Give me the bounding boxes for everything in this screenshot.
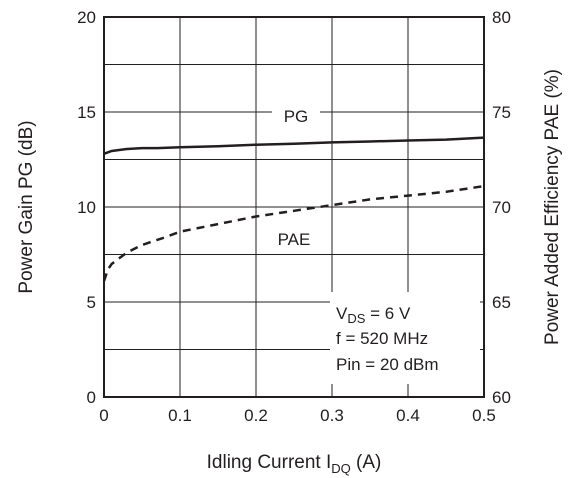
y-left-tick-label: 20 (77, 8, 96, 27)
y-right-tick-label: 80 (492, 8, 511, 27)
series-label-pg: PG (284, 107, 309, 126)
x-axis-title-sub: DQ (331, 461, 351, 476)
x-tick-label: 0.2 (244, 406, 268, 425)
x-tick-label: 0.3 (320, 406, 344, 425)
tick-labels: 0 0.1 0.2 0.3 0.4 0.5 0 5 10 15 20 60 65 70 75 80 (77, 8, 511, 425)
series-line-pg (103, 136, 485, 155)
y-axis-left-title: Power Gain PG (dB) (16, 120, 37, 293)
x-tick-label: 0.1 (168, 406, 192, 425)
y-right-tick-label: 60 (492, 388, 511, 407)
x-axis-title: Idling Current IDQ (A) (207, 452, 382, 476)
series-layer (102, 136, 485, 282)
condition-input-power: Pin = 20 dBm (336, 355, 439, 374)
condition-frequency: f = 520 MHz (336, 329, 428, 348)
plot-frame (103, 16, 485, 398)
condition-vds: VDS = 6 V (336, 304, 411, 326)
y-right-tick-label: 65 (492, 293, 511, 312)
pae-label-background (264, 226, 324, 250)
x-tick-label: 0.5 (472, 406, 496, 425)
y-right-tick-label: 70 (492, 198, 511, 217)
x-tick-label: 0 (99, 406, 108, 425)
y-left-tick-label: 5 (87, 293, 96, 312)
condition-vds-sub: DS (347, 311, 365, 326)
y-right-tick-label: 75 (492, 103, 511, 122)
conditions-box (330, 292, 480, 384)
y-axis-right-title: Power Added Efficiency PAE (%) (542, 69, 563, 345)
x-axis-title-tail: (A) (351, 452, 382, 473)
series-label-pae: PAE (278, 230, 311, 249)
x-axis-title-main: Idling Current I (207, 452, 332, 473)
condition-vds-main: V (336, 304, 348, 323)
y-left-tick-label: 10 (77, 198, 96, 217)
series-line-pae (102, 184, 485, 282)
y-left-tick-label: 15 (77, 103, 96, 122)
condition-vds-tail: = 6 V (365, 304, 411, 323)
x-tick-label: 0.4 (396, 406, 420, 425)
pg-label-background (272, 103, 320, 127)
y-left-tick-label: 0 (87, 388, 96, 407)
